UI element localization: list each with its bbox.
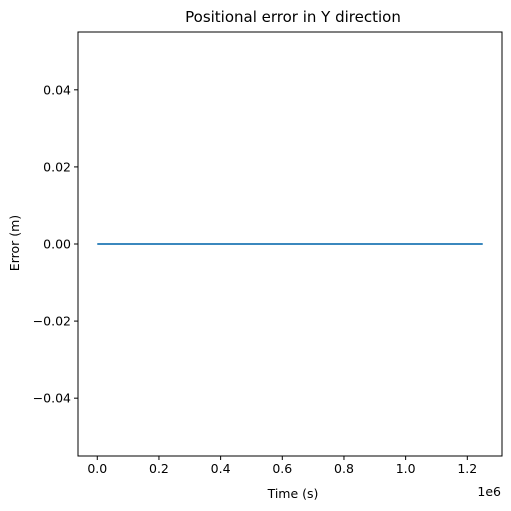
x-tick-label: 1.0 [396,461,416,476]
x-tick-label: 0.2 [149,461,169,476]
x-tick-label: 0.8 [334,461,354,476]
y-tick-label: −0.02 [33,314,71,329]
x-axis-ticks: 0.0 0.2 0.4 0.6 0.8 1.0 1.2 [87,456,477,476]
y-axis-ticks: 0.04 0.02 0.00 −0.02 −0.04 [33,82,78,406]
x-axis-label: Time (s) [267,486,319,501]
x-tick-label: 1.2 [457,461,477,476]
y-tick-label: 0.02 [43,159,71,174]
y-tick-label: −0.04 [33,391,71,406]
x-tick-label: 0.4 [211,461,231,476]
y-tick-label: 0.04 [43,82,71,97]
x-axis-offset-label: 1e6 [477,484,501,499]
plot-area: 0.0 0.2 0.4 0.6 0.8 1.0 1.2 0.04 0.02 0.00 −0.02 −… [33,31,503,476]
y-axis-label: Error (m) [7,215,22,271]
y-tick-label: 0.00 [43,237,71,252]
chart-title: Positional error in Y direction [185,8,401,26]
x-tick-label: 0.6 [272,461,292,476]
x-tick-label: 0.0 [87,461,107,476]
